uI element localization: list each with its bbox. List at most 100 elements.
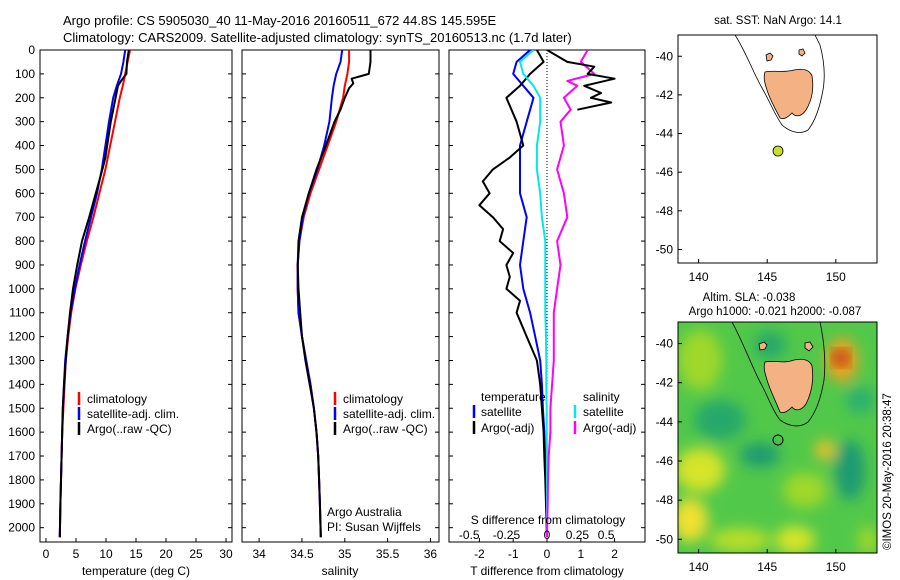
x-tick-label: 34.5 [290,547,314,561]
series-line-salinity-satellite [519,50,548,538]
depth-tick-label: 500 [15,162,35,176]
series-line-salinity-argo-adj- [546,50,596,538]
depth-tick-label: 600 [15,186,35,200]
x-tick-label: 1 [577,547,584,561]
map-x-tick-label: 140 [689,560,709,574]
depth-axis: 0 100 200 300 400 500 600 700 800 900 1000 1100 1200… [8,43,44,535]
argo-float-marker [772,434,784,446]
x-tick-label: 0 [544,547,551,561]
depth-tick-label: 2000 [8,521,35,535]
depth-tick-label: 900 [15,258,35,272]
depth-tick-label: 1200 [8,330,35,344]
difference-top-axis-label: S difference from climatology [471,513,626,527]
top-x-tick-label: 0.25 [566,528,590,542]
sst-map-title: sat. SST: NaN Argo: 14.1 [714,15,842,27]
x-tick-label: 10 [99,547,113,561]
map-x-tick-label: 150 [826,270,846,284]
sst-map: sat. SST: NaN Argo: 14.1 140 145 150 -40 -42… [656,15,878,284]
sla-map: Altim. SLA: -0.038 Argo h1000: -0.021 h2… [656,292,878,574]
depth-tick-label: 1800 [8,473,35,487]
map-y-tick-label: -50 [656,532,674,546]
depth-tick-label: 1100 [9,306,35,320]
depth-tick-label: 1700 [8,449,35,463]
x-tick-label: -1 [508,547,519,561]
depth-tick-label: 1500 [8,401,35,415]
depth-tick-label: 400 [15,139,35,153]
top-x-tick-label: 0 [544,528,551,542]
legend-title-temperature: temperature [481,390,546,404]
temperature-legend: climatology satellite-adj. clim. Argo(..… [77,392,179,436]
sla-map-axes: 140 145 150 -40 -42 -44 -46 -48 -50 [656,337,847,574]
depth-tick-label: 700 [15,210,35,224]
map-x-tick-label: 140 [689,270,709,284]
legend-label-t-satellite: satellite [481,405,522,419]
map-y-tick-label: -44 [656,127,674,141]
sla-map-title-line2: Argo h1000: -0.021 h2000: -0.087 [689,306,862,318]
tasmania-landmass [763,68,814,120]
x-tick-label: 30 [219,547,233,561]
x-tick-label: 25 [189,547,203,561]
map-x-tick-label: 145 [757,270,777,284]
legend-label-satellite: satellite-adj. clim. [87,407,179,421]
sst-map-axes: 140 145 150 -40 -42 -44 -46 -48 -50 [656,49,847,284]
map-y-tick-label: -40 [656,49,674,63]
difference-axis-label: T difference from climatology [470,564,624,578]
map-x-tick-label: 145 [757,560,777,574]
depth-tick-label: 300 [15,115,35,129]
continental-shelf-outline [731,322,826,427]
x-tick-label: -2 [474,547,485,561]
temperature-axis-label: temperature (deg C) [82,564,190,578]
x-tick-label: 15 [129,547,143,561]
difference-legend: temperature salinity satellite Argo(-adj… [472,390,636,435]
figure-title-line2: Climatology: CARS2009. Satellite-adjuste… [63,30,572,45]
island-north [765,52,774,62]
series-line-temperature-argo-adj- [478,50,548,538]
temperature-plot [58,50,131,538]
depth-tick-label: 1400 [8,377,35,391]
imos-watermark: ©IMOS 20-May-2016 20:38:47 [882,393,894,550]
sla-field [678,322,877,553]
x-axes: 0 5 10 15 20 25 30 34 34.5 35 35.5 36 -2 -1 0 1 2 -0.5 -0.… [43,49,645,561]
x-tick-label: 0 [43,547,50,561]
series-line-argo-raw-qc- [58,50,130,538]
salinity-panel-frame [241,49,440,543]
legend-label-satellite: satellite-adj. clim. [343,407,435,421]
island-northeast [798,48,806,57]
top-x-tick-label: -0.25 [493,528,521,542]
series-line-argo-raw-qc- [296,50,372,538]
depth-tick-label: 1000 [8,282,35,296]
map-y-tick-label: -42 [656,376,674,390]
map-y-tick-label: -46 [656,165,674,179]
series-line-argo-t-raw-spikes [546,50,616,111]
legend-label-t-argo: Argo(-adj) [481,421,534,435]
map-y-tick-label: -44 [656,415,674,429]
depth-tick-label: 100 [15,67,35,81]
legend-label-climatology: climatology [87,392,147,406]
depth-tick-label: 200 [15,91,35,105]
annotation-pi: PI: Susan Wijffels [327,520,421,534]
map-y-tick-label: -42 [656,88,674,102]
legend-label-argo: Argo(..raw -QC) [343,422,428,436]
map-x-tick-label: 150 [826,560,846,574]
map-y-tick-label: -40 [656,337,674,351]
legend-title-salinity: salinity [583,390,620,404]
x-tick-label: 20 [159,547,173,561]
depth-tick-label: 1600 [8,425,35,439]
depth-tick-label: 0 [28,43,35,57]
tasmania-landmass [763,358,814,414]
top-x-tick-label: 0.5 [598,528,615,542]
sla-map-frame [677,321,878,554]
depth-tick-label: 1300 [8,353,35,367]
x-tick-label: 35.5 [376,547,400,561]
temperature-panel-frame [39,49,233,543]
x-tick-label: 35 [338,547,352,561]
map-y-tick-label: -48 [656,204,674,218]
top-x-tick-label: -0.5 [459,528,480,542]
island-north [758,341,768,351]
sla-map-title-line1: Altim. SLA: -0.038 [703,292,796,304]
map-y-tick-label: -50 [656,242,674,256]
legend-label-argo: Argo(..raw -QC) [87,422,172,436]
argo-float-marker [772,145,784,157]
island-northeast [804,341,814,352]
